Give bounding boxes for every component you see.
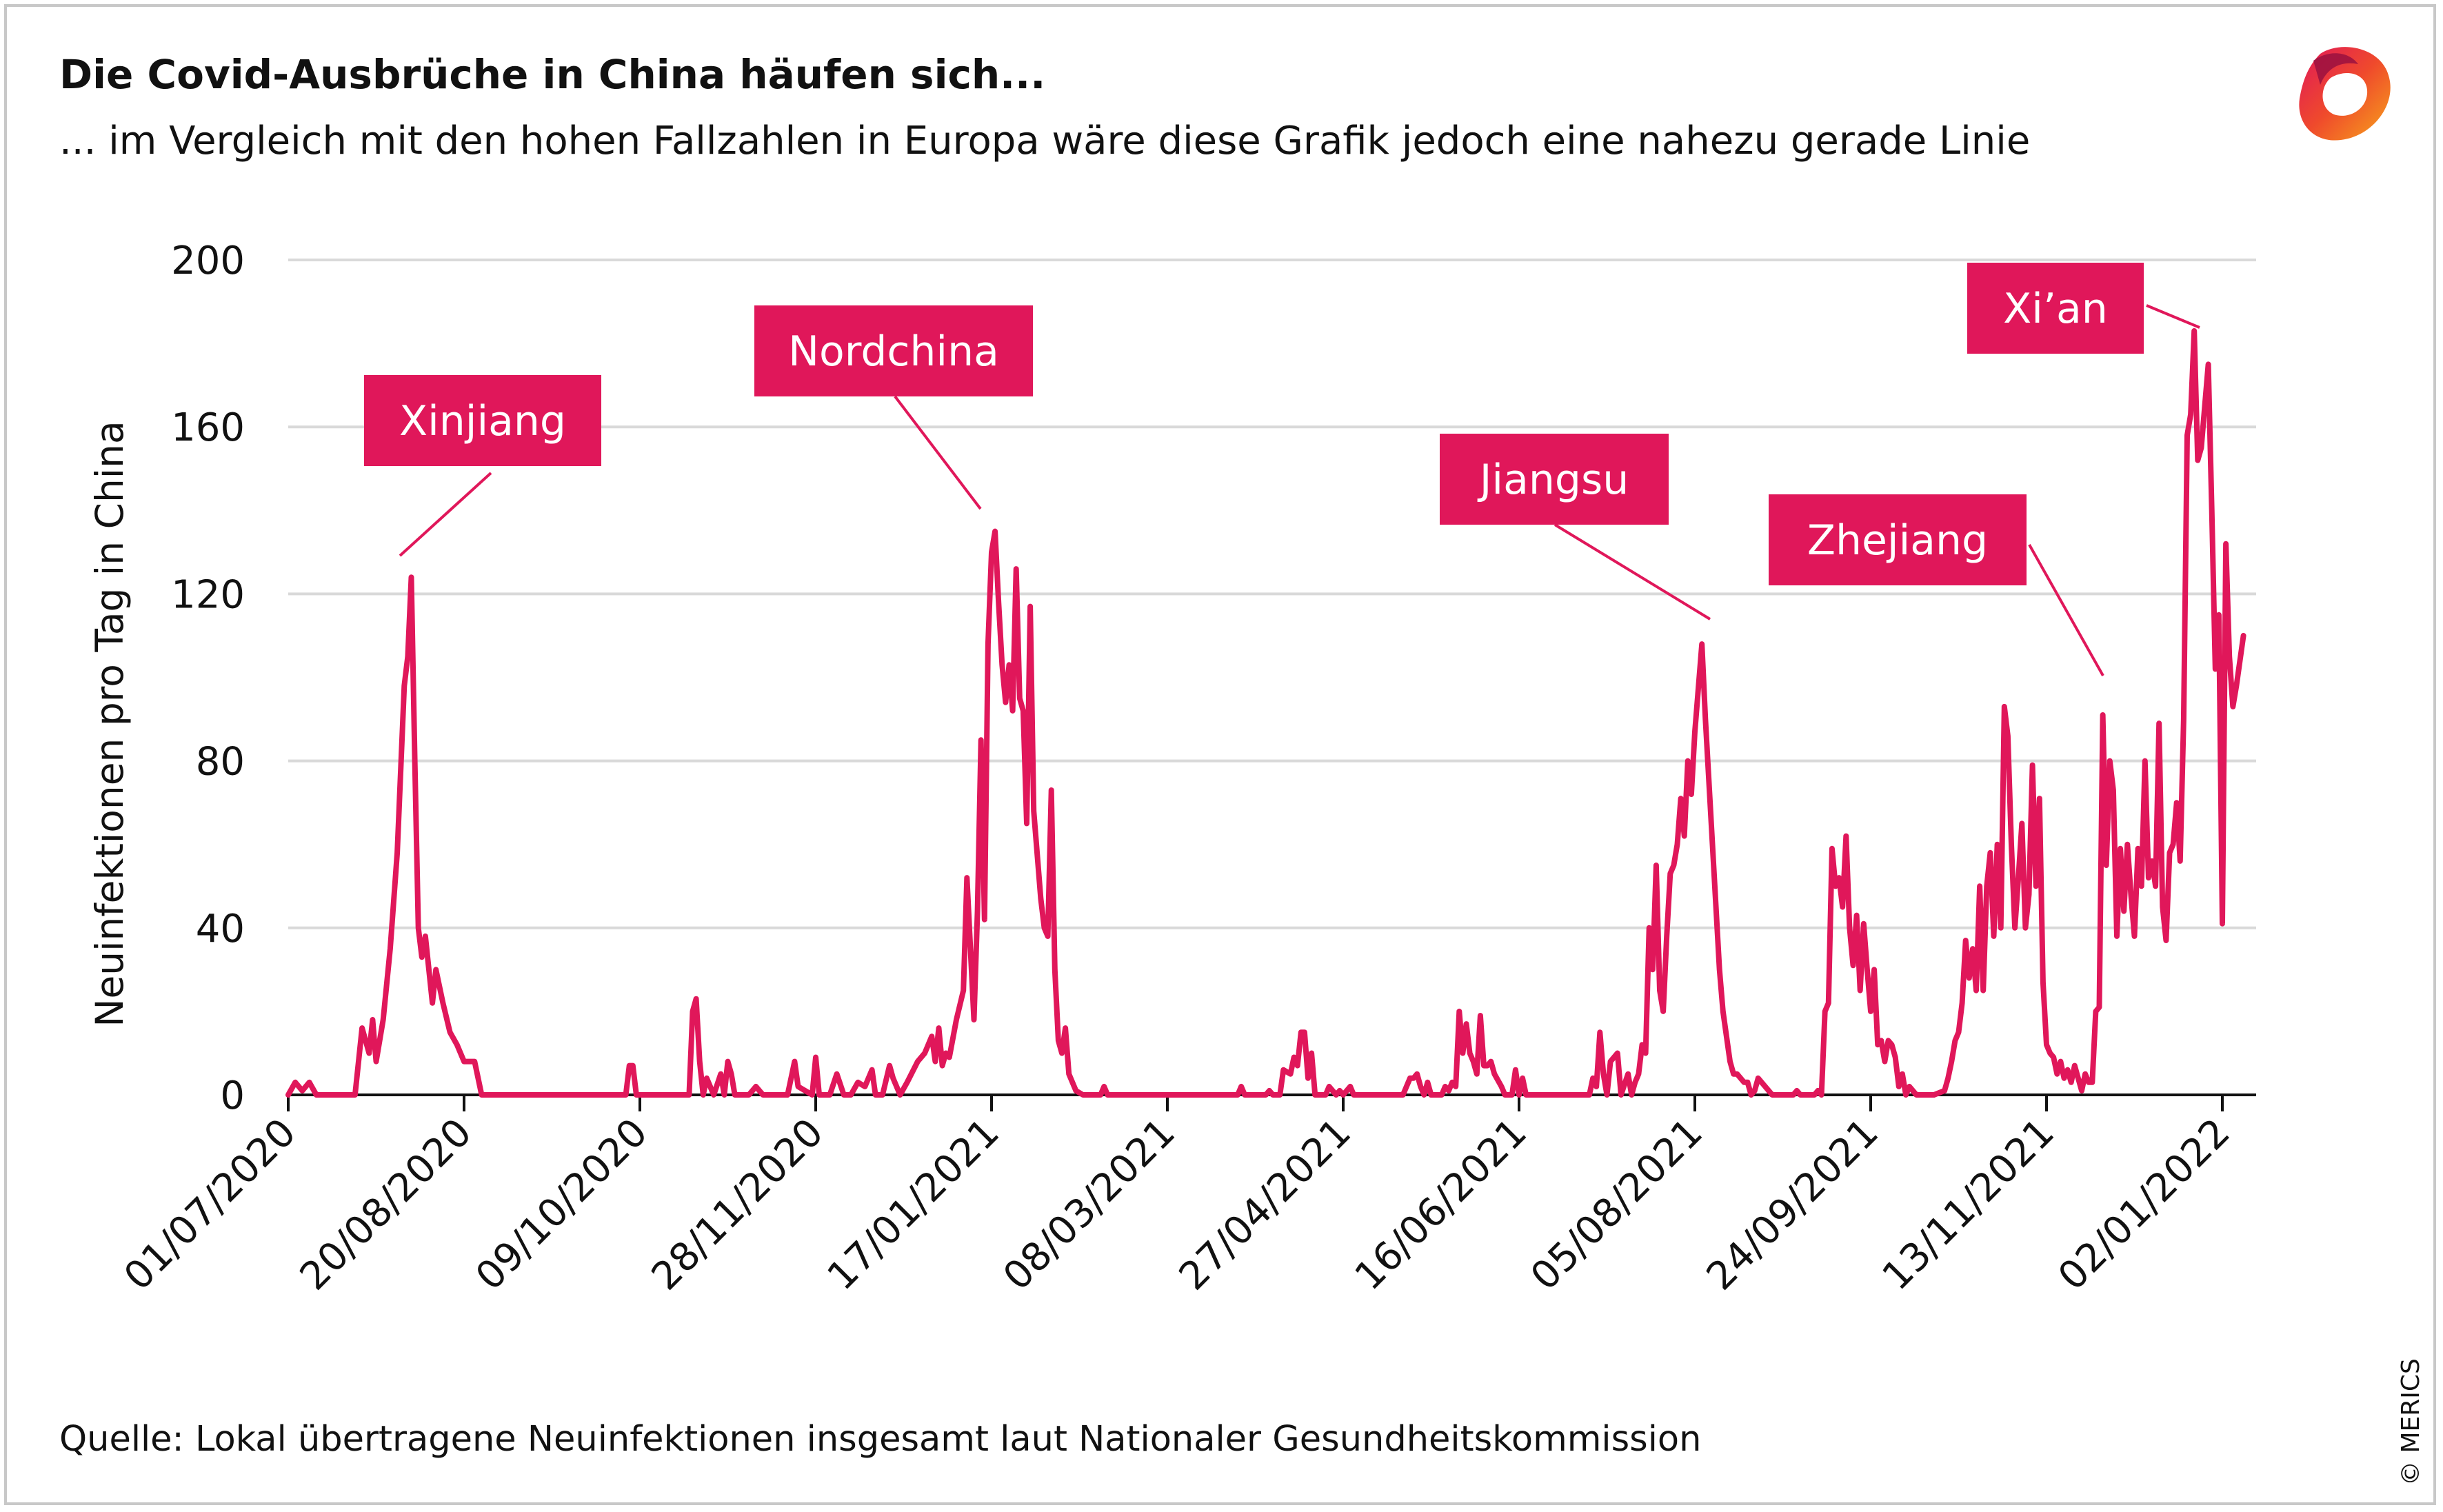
y-axis-label: Neuinfektionen pro Tag in China <box>88 421 132 1027</box>
x-tick-label: 02/01/2022 <box>2050 1110 2239 1299</box>
x-axis-tick-labels: 01/07/202020/08/202009/10/202028/11/2020… <box>116 1110 2239 1299</box>
y-tick-label: 0 <box>220 1073 245 1118</box>
annotation-label: Jiangsu <box>1477 456 1629 504</box>
annotation-leader <box>1554 523 1711 621</box>
annotation-leader <box>894 395 982 510</box>
x-tick-label: 05/08/2021 <box>1522 1110 1711 1299</box>
chart-subtitle: ... im Vergleich mit den hohen Fallzahle… <box>59 119 2031 163</box>
x-tick-label: 08/03/2021 <box>995 1110 1184 1299</box>
y-axis-tick-labels: 0 40 80 120 160 200 <box>171 239 245 1118</box>
annotation-label: Xi’an <box>2003 285 2108 333</box>
annotation-box <box>364 375 601 466</box>
source-note: Quelle: Lokal übertragene Neuinfektionen… <box>59 1419 1702 1460</box>
gridlines <box>288 259 2256 929</box>
x-tick-label: 28/11/2020 <box>643 1110 832 1299</box>
annotation-box <box>1440 434 1669 525</box>
annotation-label: Xinjiang <box>399 397 566 445</box>
y-tick-label: 40 <box>196 907 245 951</box>
x-tick-label: 09/10/2020 <box>468 1110 656 1299</box>
y-tick-label: 200 <box>171 239 245 283</box>
y-tick-label: 160 <box>171 405 245 450</box>
y-tick-label: 80 <box>196 740 245 785</box>
y-tick-label: 120 <box>171 572 245 617</box>
annotation-leader <box>2028 544 2104 676</box>
x-tick-label: 27/04/2021 <box>1171 1110 1360 1299</box>
annotation-box <box>1769 494 2027 585</box>
annotation-box <box>754 305 1033 396</box>
annotation-layer: Xinjiang Nordchina Jiangsu Zhejiang Xi’an <box>364 263 2200 676</box>
series-line-0 <box>285 327 2246 1098</box>
x-tick-label: 17/01/2021 <box>819 1110 1008 1299</box>
annotation-leader <box>399 472 492 557</box>
x-tick-label: 01/07/2020 <box>116 1110 305 1299</box>
annotation-leader <box>2146 304 2200 329</box>
series-layer <box>285 327 2246 1098</box>
annotation-label: Nordchina <box>788 327 999 376</box>
copyright-note: © MERICS <box>2397 1358 2425 1486</box>
chart-title: Die Covid-Ausbrüche in China häufen sich… <box>59 51 1046 98</box>
annotation-label: Zhejiang <box>1807 516 1988 565</box>
x-tick-label: 16/06/2021 <box>1347 1110 1536 1299</box>
annotation-box <box>1967 263 2144 354</box>
merics-logo <box>2299 47 2391 141</box>
x-tick-label: 13/11/2021 <box>1874 1110 2063 1299</box>
chart-frame <box>4 4 2436 1505</box>
x-tick-label: 20/08/2020 <box>292 1110 481 1299</box>
x-tick-label: 24/09/2021 <box>1698 1110 1887 1299</box>
